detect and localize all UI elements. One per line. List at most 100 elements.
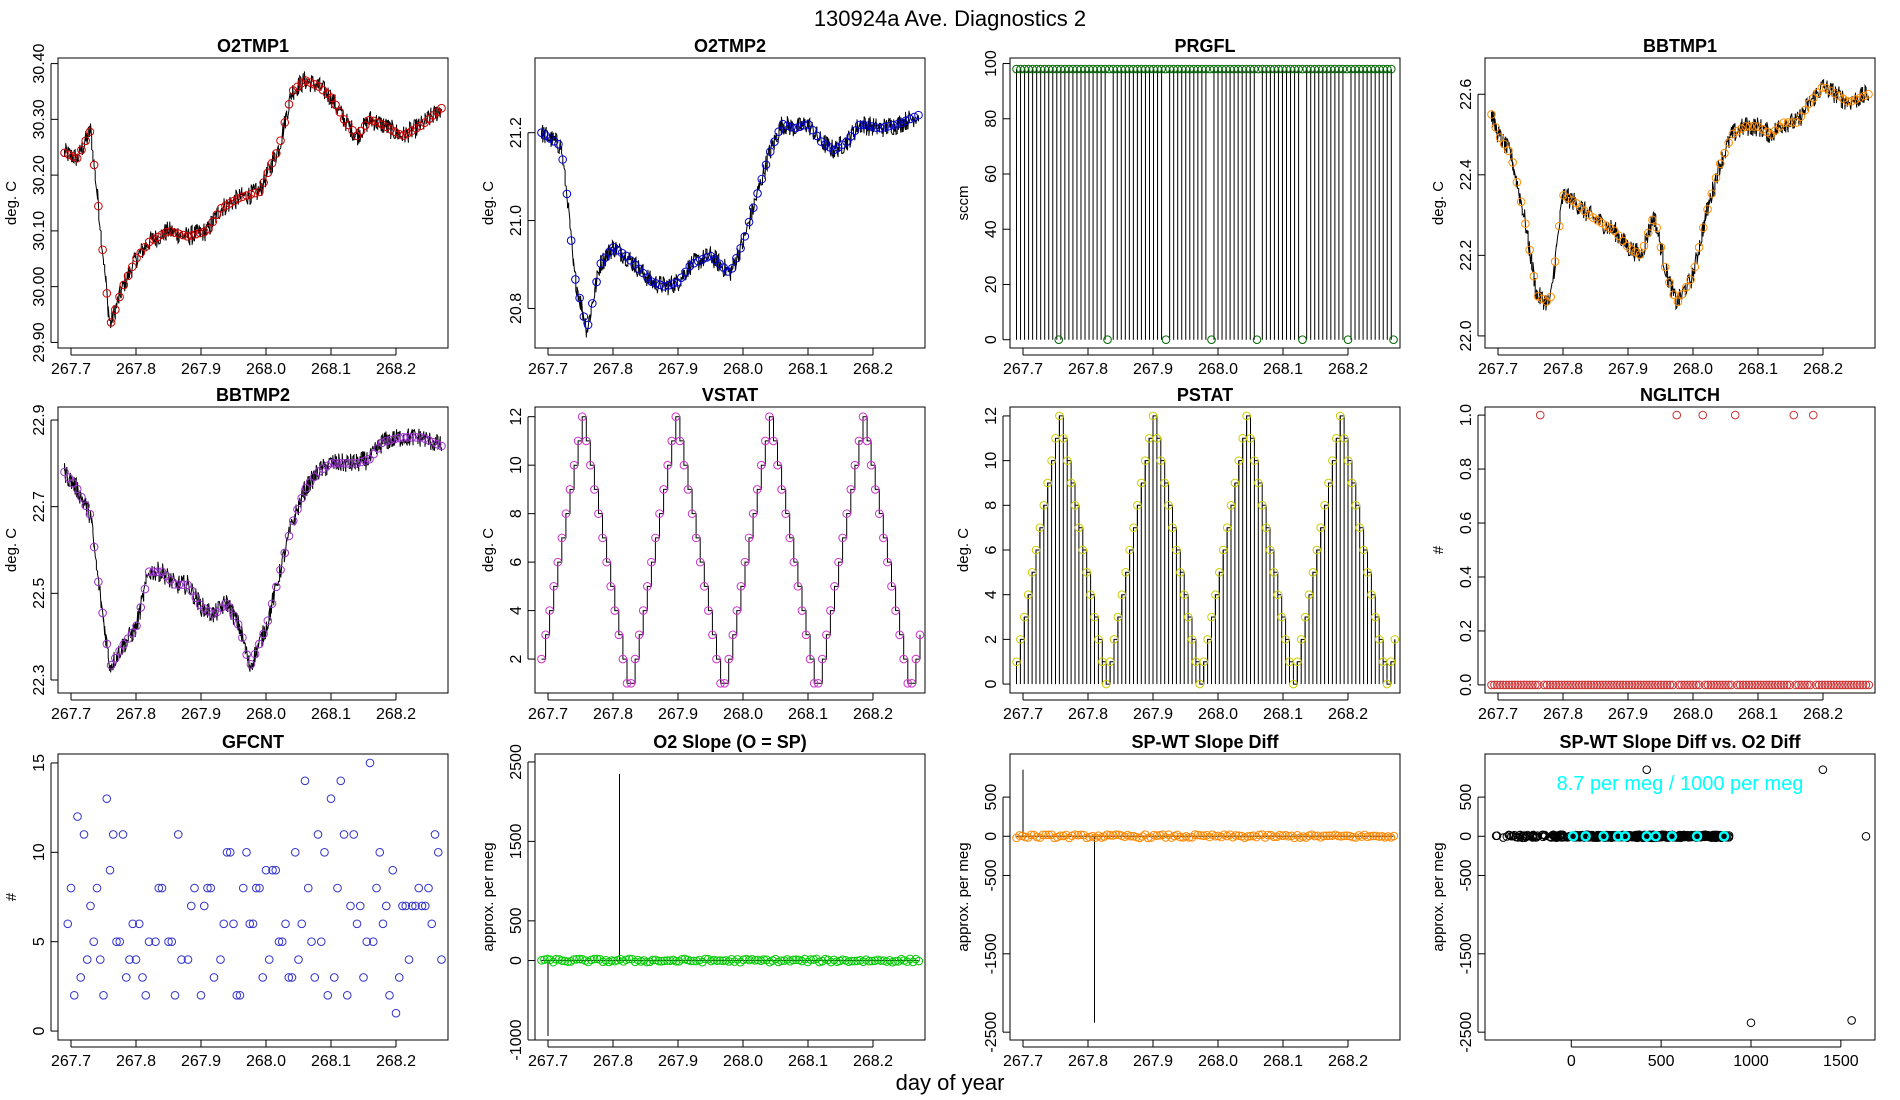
- data-point: [1851, 95, 1861, 104]
- data-point: [1838, 94, 1848, 103]
- data-point: [411, 433, 421, 442]
- data-point: [586, 460, 595, 470]
- fit-annotation: 8.7 per meg / 1000 per meg: [1557, 773, 1804, 795]
- data-point: [1316, 523, 1325, 532]
- data-point: [246, 659, 256, 669]
- data-point: [316, 937, 326, 946]
- data-point: [908, 957, 918, 967]
- data-point: [663, 460, 672, 470]
- data-point: [386, 435, 395, 445]
- data-point: [255, 883, 264, 893]
- data-point: [407, 901, 417, 911]
- x-tick-label: 268.2: [376, 1053, 416, 1070]
- data-point: [818, 956, 827, 966]
- data-point: [1586, 680, 1596, 690]
- data-point: [693, 256, 703, 266]
- outlier-point: [1847, 1016, 1856, 1025]
- data-point: [1538, 830, 1547, 840]
- data-point: [280, 118, 290, 127]
- data-point: [1531, 680, 1540, 690]
- data-point: [128, 919, 138, 929]
- data-point: [1386, 64, 1396, 74]
- data-point: [718, 956, 728, 966]
- data-point: [1390, 635, 1400, 644]
- data-point: [1371, 612, 1380, 622]
- data-point: [329, 973, 339, 982]
- x-tick-label: 500: [1648, 1053, 1675, 1070]
- data-point: [594, 509, 603, 518]
- data-point: [1216, 832, 1226, 842]
- data-point: [551, 954, 561, 964]
- data-point: [290, 848, 300, 857]
- data-point: [166, 227, 175, 236]
- data-point: [1557, 680, 1566, 690]
- data-point: [826, 606, 835, 615]
- data-point: [537, 654, 546, 664]
- panel-title: GFCNT: [222, 732, 284, 752]
- data-point: [765, 147, 775, 157]
- plot-frame: [1484, 406, 1876, 694]
- data-point: [671, 412, 681, 421]
- data-point: [1504, 680, 1514, 690]
- data-point: [1703, 205, 1712, 214]
- data-point: [563, 957, 573, 966]
- data-point: [1709, 680, 1719, 690]
- data-point: [336, 776, 346, 786]
- data-point: [549, 136, 559, 146]
- panel-prgfl: PRGFL sccm 267.7 267.8 267.9 268.0 268.1 268.2 0…: [955, 36, 1401, 378]
- data-point: [1762, 127, 1772, 137]
- data-point: [1533, 292, 1543, 301]
- data-point: [118, 830, 128, 839]
- data-point: [1732, 127, 1742, 136]
- data-point: [1720, 148, 1729, 158]
- data-point: [1849, 680, 1859, 690]
- data-point: [1738, 680, 1748, 690]
- data-point: [1615, 680, 1625, 690]
- data-point: [284, 531, 294, 541]
- data-point: [1183, 612, 1193, 622]
- data-point: [1339, 433, 1349, 443]
- data-point: [191, 593, 201, 602]
- data-point: [655, 509, 664, 518]
- data-point: [1187, 833, 1197, 842]
- y-tick-label: 40: [983, 220, 1000, 238]
- data-point: [687, 509, 697, 518]
- y-axis-label: deg. C: [1430, 181, 1447, 225]
- y-tick-label: 0.2: [1458, 620, 1475, 642]
- data-point: [846, 485, 856, 494]
- x-tick-label: 267.8: [1068, 361, 1108, 378]
- data-point: [610, 606, 620, 615]
- data-point: [1847, 96, 1856, 106]
- data-point: [1173, 830, 1182, 840]
- data-point: [1160, 478, 1169, 488]
- data-point: [1548, 680, 1558, 690]
- data-point: [1336, 832, 1346, 841]
- data-point: [627, 954, 637, 964]
- data-point: [1703, 680, 1713, 690]
- data-point: [375, 848, 385, 857]
- x-tick-label: 267.9: [1133, 1053, 1173, 1070]
- data-point: [225, 603, 235, 612]
- x-tick-label: 268.2: [1803, 706, 1843, 723]
- x-tick-label: 0: [1567, 1053, 1576, 1070]
- data-point: [102, 639, 112, 649]
- y-tick-label: 80: [983, 110, 1000, 128]
- data-point: [884, 121, 894, 131]
- data-point: [549, 582, 559, 591]
- data-point: [891, 957, 900, 966]
- data-point: [1152, 831, 1162, 841]
- data-point: [1012, 833, 1021, 843]
- data-point: [1164, 501, 1173, 510]
- data-point: [1630, 680, 1640, 690]
- panel-title: NGLITCH: [1640, 385, 1720, 405]
- x-tick-label: 268.0: [723, 361, 763, 378]
- data-point: [911, 654, 921, 664]
- data-point: [1322, 831, 1331, 841]
- data-point: [664, 280, 673, 290]
- data-point: [66, 883, 76, 893]
- data-point: [1082, 568, 1091, 577]
- data-point: [1287, 831, 1296, 841]
- outlier-point: [1746, 1018, 1756, 1028]
- data-point: [671, 956, 681, 966]
- data-point: [1759, 680, 1768, 690]
